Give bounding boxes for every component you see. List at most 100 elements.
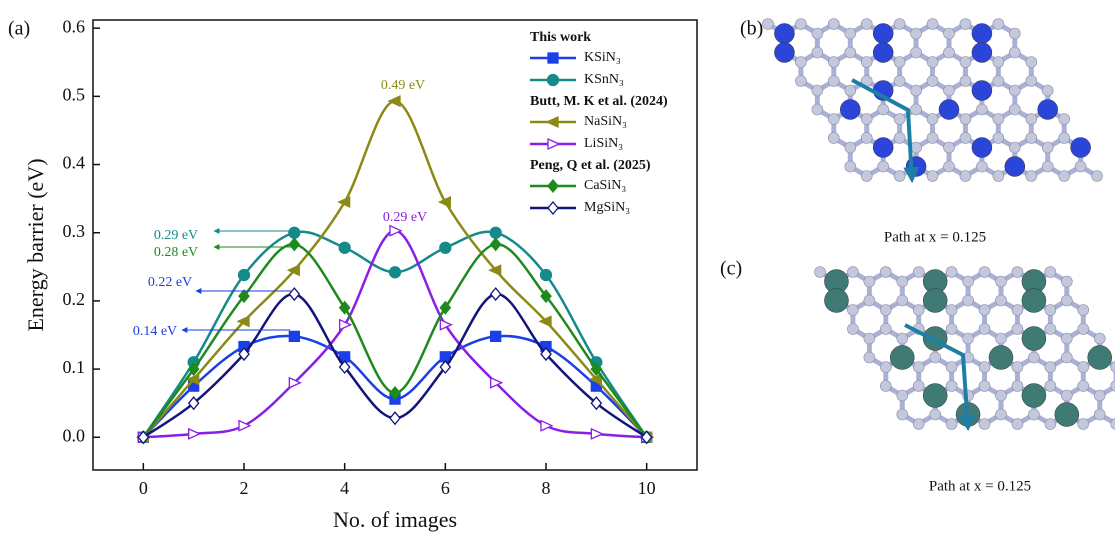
atom-small — [1011, 380, 1024, 392]
y-tick-label: 0.3 — [63, 221, 86, 241]
atom-large — [840, 99, 861, 120]
marker — [288, 226, 301, 239]
atom-large — [988, 345, 1014, 370]
atom-small — [860, 113, 873, 125]
atom-small — [1025, 113, 1038, 125]
atom-small — [1041, 84, 1054, 97]
atom-small — [896, 332, 909, 345]
atom-small — [1077, 361, 1090, 373]
atom-small — [995, 275, 1007, 288]
atom-small — [959, 113, 972, 125]
atom-small — [1025, 132, 1038, 144]
atom-small — [1009, 141, 1021, 154]
atom-small — [795, 56, 807, 68]
x-tick-label: 8 — [542, 478, 551, 498]
marker — [540, 419, 554, 432]
series-line — [143, 229, 647, 439]
atom-small — [880, 361, 892, 373]
marker — [588, 373, 602, 386]
atom-small — [1028, 351, 1040, 364]
atom-small — [762, 18, 774, 30]
legend-label: NaSiN₃ — [584, 114, 627, 129]
atom-small — [880, 266, 892, 278]
atom-small — [910, 103, 922, 116]
atom-large — [774, 42, 795, 63]
marker — [545, 115, 559, 129]
atom-small — [962, 294, 974, 307]
atom-small — [926, 75, 939, 87]
atom-small — [811, 103, 824, 116]
marker — [539, 268, 553, 282]
marker — [187, 396, 200, 411]
atom-small — [847, 304, 859, 316]
marker — [337, 196, 351, 209]
atom-small — [1011, 304, 1024, 316]
marker — [439, 300, 452, 315]
atom-large — [872, 23, 894, 44]
atom-small — [945, 266, 958, 278]
marker — [389, 385, 401, 400]
legend-group-title: This work — [530, 30, 591, 45]
atom-small — [929, 351, 941, 364]
atom-small — [926, 56, 939, 68]
atom-large — [1087, 345, 1112, 370]
atom-small — [943, 27, 955, 40]
marker — [547, 178, 559, 194]
atom-small — [1009, 27, 1021, 40]
atom-small — [945, 380, 958, 392]
atom-small — [1025, 75, 1038, 87]
panel-caption: Path at x = 0.125 — [929, 478, 1031, 494]
atom-small — [847, 323, 859, 335]
annotation: 0.14 eV — [133, 324, 177, 339]
atom-small — [1058, 132, 1070, 144]
atom-large — [1037, 99, 1058, 120]
marker — [286, 264, 300, 277]
atom-small — [1061, 351, 1073, 364]
atom-large — [938, 99, 960, 120]
atom-small — [893, 170, 906, 182]
atom-small — [860, 170, 873, 182]
atom-small — [945, 418, 958, 430]
atom-small — [1011, 266, 1024, 278]
atom-small — [1093, 332, 1106, 345]
atom-large — [1021, 288, 1047, 313]
atom-small — [863, 294, 876, 307]
atom-small — [828, 56, 840, 68]
atom-small — [992, 113, 1005, 125]
atom-small — [1093, 408, 1106, 421]
marker — [590, 396, 603, 411]
marker — [288, 376, 302, 389]
marker — [437, 196, 451, 209]
atom-small — [943, 160, 955, 173]
atom-small — [995, 332, 1007, 345]
y-tick-label: 0.0 — [63, 425, 86, 445]
atom-small — [959, 56, 972, 68]
y-tick-label: 0.5 — [63, 84, 86, 104]
marker — [238, 347, 250, 362]
atom-small — [844, 46, 857, 59]
structure-panel: (b) Path at x = 0.125 — [740, 18, 1103, 245]
x-tick-label: 0 — [139, 478, 148, 498]
atom-small — [1044, 304, 1057, 316]
marker — [338, 300, 351, 315]
marker — [388, 266, 402, 279]
atom-small — [896, 275, 909, 288]
atom-small — [880, 304, 892, 316]
atom-small — [1041, 141, 1054, 154]
atom-small — [976, 103, 988, 116]
marker — [236, 315, 250, 328]
panel-label: (b) — [740, 18, 763, 40]
atom-small — [847, 266, 859, 278]
atom-small — [1009, 46, 1021, 59]
marker — [490, 376, 504, 389]
legend-group-title: Butt, M. K et al. (2024) — [530, 94, 668, 109]
atom-small — [844, 27, 857, 40]
marker — [339, 318, 353, 331]
marker — [188, 427, 202, 440]
atom-large — [1021, 326, 1047, 351]
atom-small — [943, 46, 955, 59]
atom-small — [976, 160, 988, 173]
atom-small — [1077, 304, 1090, 316]
atom-large — [1004, 156, 1026, 177]
atom-small — [945, 304, 958, 316]
